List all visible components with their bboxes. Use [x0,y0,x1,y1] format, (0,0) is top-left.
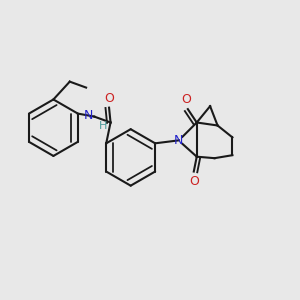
Text: H: H [99,121,107,131]
Text: N: N [174,134,184,147]
Text: O: O [104,92,114,105]
Text: N: N [83,109,93,122]
Text: O: O [189,175,199,188]
Text: O: O [182,93,191,106]
